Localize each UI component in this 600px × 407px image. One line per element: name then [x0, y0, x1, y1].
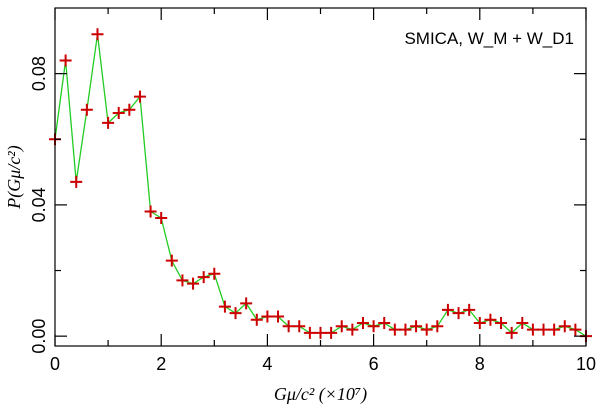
- x-tick-label: 6: [369, 354, 379, 374]
- data-point: [569, 323, 582, 336]
- y-tick-label: 0.00: [29, 319, 49, 354]
- y-tick-label: 0.04: [29, 187, 49, 222]
- data-point: [484, 313, 497, 326]
- x-tick-label: 4: [262, 354, 272, 374]
- data-point: [346, 323, 359, 336]
- x-tick-label: 8: [475, 354, 485, 374]
- data-point: [282, 320, 295, 333]
- data-point: [80, 103, 93, 116]
- data-point: [335, 320, 348, 333]
- x-tick-label: 2: [156, 354, 166, 374]
- data-point: [325, 326, 338, 339]
- data-point: [420, 323, 433, 336]
- data-point: [452, 307, 465, 320]
- data-point: [165, 254, 178, 267]
- data-point: [91, 28, 104, 41]
- data-point: [144, 205, 157, 218]
- data-point: [197, 271, 210, 284]
- x-tick-label: 10: [576, 354, 596, 374]
- data-point: [378, 317, 391, 330]
- data-point: [102, 116, 115, 129]
- y-tick-label: 0.08: [29, 56, 49, 91]
- data-point: [261, 310, 274, 323]
- data-point: [548, 323, 561, 336]
- data-point: [218, 300, 231, 313]
- data-point: [463, 303, 476, 316]
- data-point: [495, 317, 508, 330]
- data-point: [250, 313, 263, 326]
- data-point: [431, 320, 444, 333]
- data-point: [537, 323, 550, 336]
- axes: 0 2 4 6 8 10 0.00 0.04 0.08: [29, 7, 596, 374]
- data-point: [59, 54, 72, 67]
- data-point: [314, 326, 327, 339]
- plot-area: [49, 28, 592, 343]
- data-point: [112, 107, 125, 120]
- data-point: [399, 323, 412, 336]
- data-point: [410, 320, 423, 333]
- data-point: [367, 320, 380, 333]
- data-point: [505, 326, 518, 339]
- data-point: [558, 320, 571, 333]
- data-point: [516, 317, 529, 330]
- data-point: [155, 212, 168, 225]
- data-point: [272, 310, 285, 323]
- y-axis-label: P(Gμ/c²): [4, 145, 25, 209]
- data-point: [176, 274, 189, 287]
- data-point: [526, 323, 539, 336]
- data-point: [187, 277, 200, 290]
- x-axis-label: Gμ/c² (×10⁷): [274, 384, 367, 405]
- data-point: [473, 317, 486, 330]
- method-annotation: SMICA, W_M + W_D1: [404, 29, 574, 48]
- data-point: [388, 323, 401, 336]
- data-point: [441, 303, 454, 316]
- data-point: [293, 320, 306, 333]
- plot-frame: [54, 7, 587, 347]
- x-tick-label: 0: [50, 354, 60, 374]
- data-point: [240, 297, 253, 310]
- data-point: [229, 307, 242, 320]
- data-point: [356, 317, 369, 330]
- data-point: [303, 326, 316, 339]
- series-line: [54, 34, 587, 337]
- data-point: [70, 175, 83, 188]
- data-point: [133, 90, 146, 103]
- data-point: [208, 267, 221, 280]
- data-point: [123, 103, 136, 116]
